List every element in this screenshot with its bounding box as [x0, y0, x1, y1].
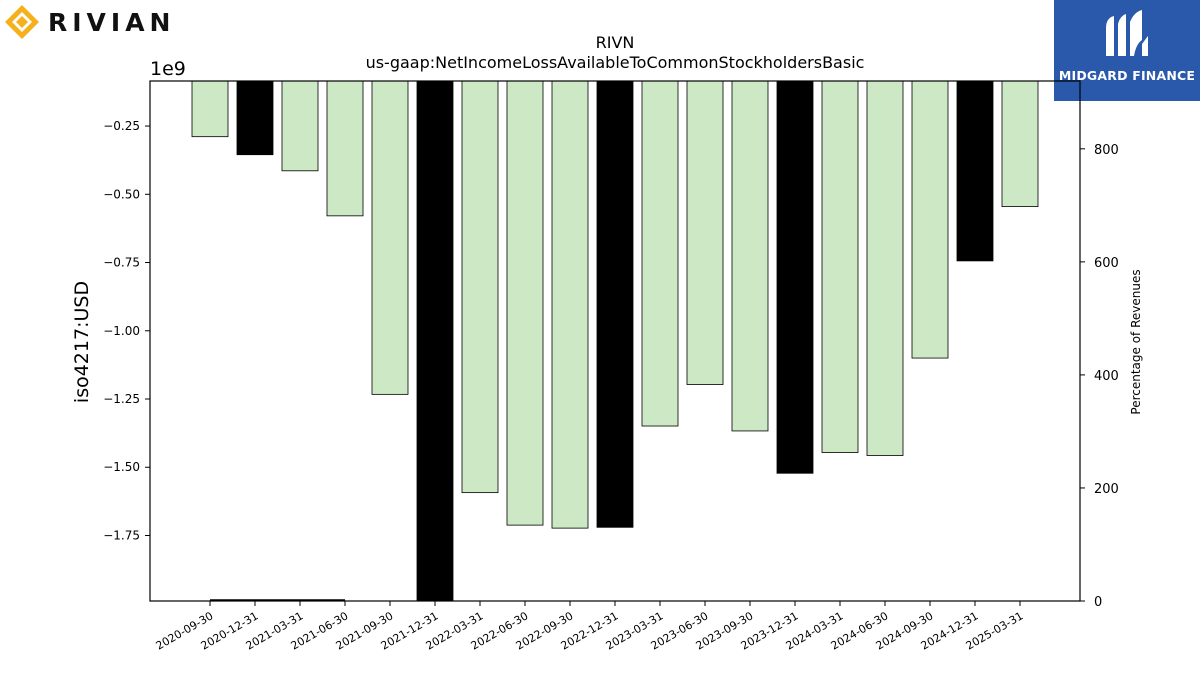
chart-title: RIVN [596, 33, 635, 52]
bar-2023-12-31 [776, 80, 814, 474]
y2-tick-label: 600 [1094, 256, 1119, 271]
y-tick-label: −1.50 [103, 460, 140, 474]
bar-2024-12-31 [956, 80, 994, 262]
bar-2024-09-30 [911, 80, 949, 359]
rivian-wordmark: RIVIAN [48, 7, 176, 37]
rivian-logo: RIVIAN [4, 4, 175, 40]
bar-2023-09-30 [731, 80, 769, 432]
y2-tick-label: 800 [1094, 143, 1119, 158]
y2-axis-label: Percentage of Revenues [1129, 269, 1143, 414]
bar-2022-09-30 [551, 80, 589, 529]
midgard-m-icon [1106, 10, 1148, 56]
bar-2024-06-30 [866, 80, 904, 456]
bar-2025-03-31 [1001, 80, 1039, 207]
y-tick-label: −1.25 [103, 392, 140, 406]
bar-2022-12-31 [596, 80, 634, 528]
chart-subtitle: us-gaap:NetIncomeLossAvailableToCommonSt… [366, 53, 865, 72]
bar-2020-09-30 [191, 80, 229, 138]
y-tick-label: −0.50 [103, 187, 140, 201]
y-axis-label: iso4217:USD [71, 281, 93, 403]
y-offset-label: 1e9 [150, 58, 186, 80]
y-tick-label: −0.75 [103, 256, 140, 270]
y2-tick-label: 200 [1094, 482, 1119, 497]
rivian-diamond-icon [5, 5, 39, 39]
y-tick-label: −1.75 [103, 528, 140, 542]
midgard-finance-logo: MIDGARD FINANCE [1054, 0, 1200, 101]
y2-tick-label: 0 [1094, 595, 1102, 610]
bar-2023-06-30 [686, 80, 724, 385]
bar-2024-03-31 [821, 80, 859, 453]
bar-2020-12-31 [236, 80, 274, 156]
bar-2021-09-30 [371, 80, 409, 395]
y2-tick-label: 400 [1094, 369, 1119, 384]
y-tick-label: −0.25 [103, 119, 140, 133]
bar-2022-03-31 [461, 80, 499, 494]
midgard-wordmark: MIDGARD FINANCE [1058, 68, 1196, 83]
bar-2022-06-30 [506, 80, 544, 526]
bar-2021-06-30 [326, 80, 364, 217]
bar-2021-12-31 [416, 80, 454, 602]
y-tick-label: −1.00 [103, 324, 140, 338]
bar-2021-03-31 [281, 80, 319, 172]
bar-2023-03-31 [641, 80, 679, 427]
